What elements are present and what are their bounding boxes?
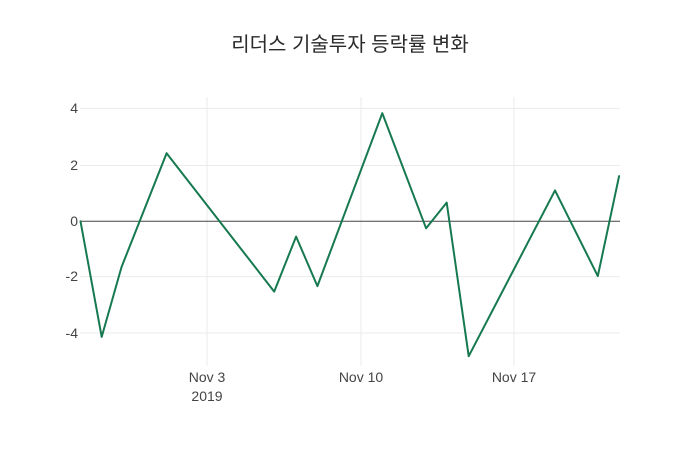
svg-text:-4: -4 [66, 325, 79, 341]
svg-text:Nov 3: Nov 3 [189, 369, 226, 385]
svg-text:-2: -2 [66, 268, 79, 284]
svg-text:2: 2 [70, 157, 78, 173]
svg-text:Nov 10: Nov 10 [339, 369, 384, 385]
svg-text:2019: 2019 [191, 388, 222, 404]
svg-text:4: 4 [70, 100, 78, 116]
svg-text:Nov 17: Nov 17 [492, 369, 537, 385]
svg-text:0: 0 [70, 213, 78, 229]
